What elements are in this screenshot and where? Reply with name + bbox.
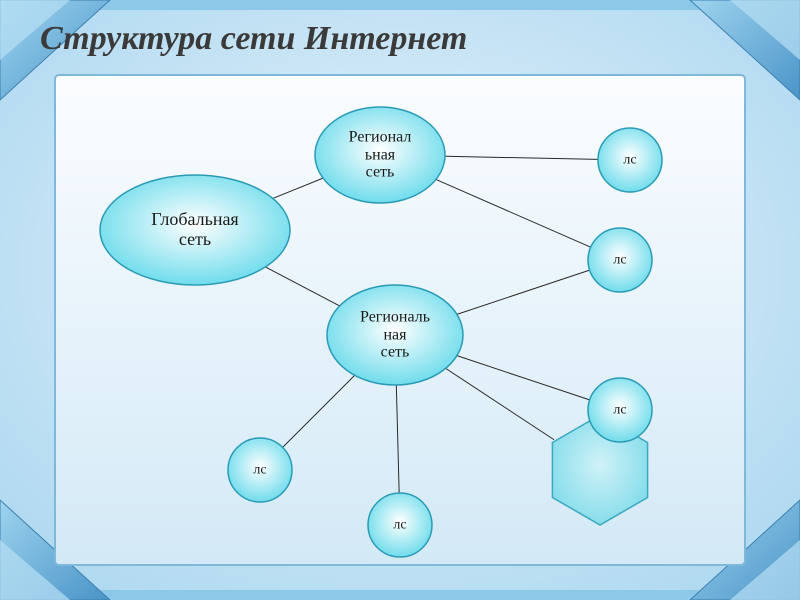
node-label-global: Глобальная сеть [151, 210, 238, 250]
node-label-ls3: лс [613, 402, 626, 417]
bottom-bar [0, 590, 800, 600]
node-label-ls2: лс [613, 252, 626, 267]
slide-title: Структура сети Интернет [40, 20, 467, 58]
node-label-regional2: Региональ ная сеть [360, 309, 430, 362]
node-label-ls5: лс [393, 517, 406, 532]
node-label-regional1: Регионал ьная сеть [349, 129, 412, 182]
node-label-ls4: лс [253, 462, 266, 477]
slide: Структура сети Интернет Глобальная сеть Р… [0, 0, 800, 600]
node-label-ls1: лс [623, 152, 636, 167]
top-bar [0, 0, 800, 10]
background-svg [0, 0, 800, 600]
